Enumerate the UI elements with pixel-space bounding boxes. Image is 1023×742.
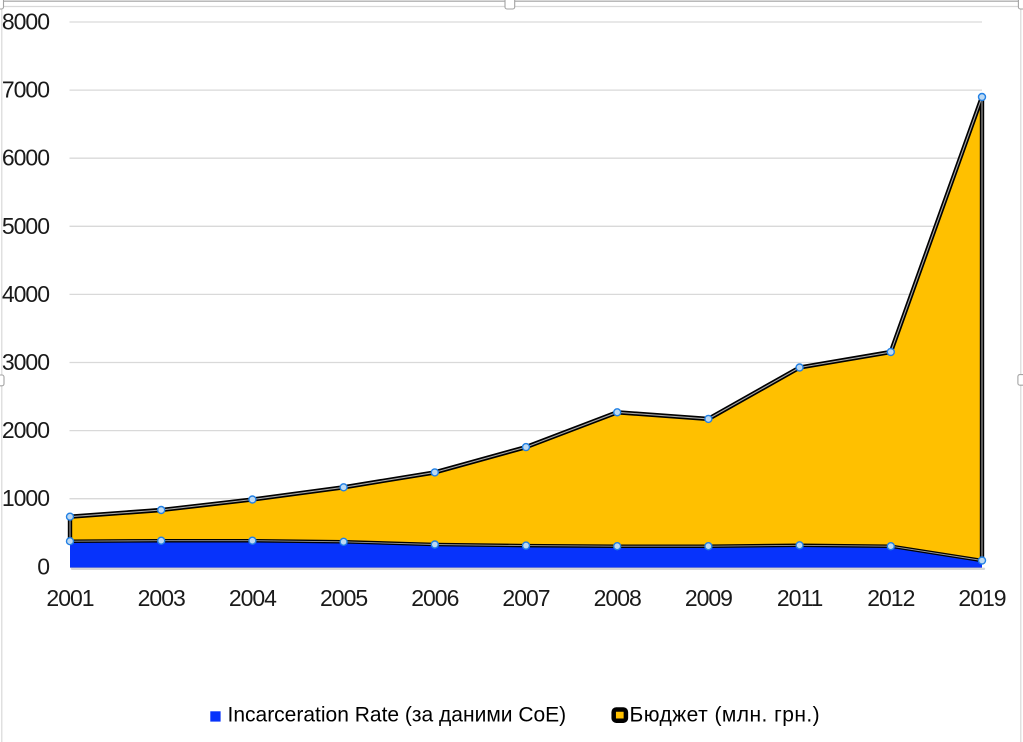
svg-text:2001: 2001 <box>46 585 93 611</box>
svg-text:2012: 2012 <box>867 585 914 611</box>
svg-text:Бюджет (млн. грн.): Бюджет (млн. грн.) <box>630 704 821 727</box>
svg-text:7000: 7000 <box>2 77 49 103</box>
svg-text:8000: 8000 <box>2 9 49 35</box>
svg-text:2000: 2000 <box>2 417 49 443</box>
svg-text:2011: 2011 <box>777 585 823 611</box>
svg-text:1000: 1000 <box>2 485 49 511</box>
svg-text:6000: 6000 <box>2 145 49 171</box>
svg-text:2009: 2009 <box>685 585 732 611</box>
svg-text:0: 0 <box>37 553 49 579</box>
svg-text:2019: 2019 <box>958 585 1005 611</box>
svg-text:2006: 2006 <box>411 585 458 611</box>
svg-text:2004: 2004 <box>229 585 277 611</box>
svg-text:2008: 2008 <box>594 585 641 611</box>
svg-text:5000: 5000 <box>2 213 49 239</box>
svg-text:2003: 2003 <box>138 585 185 611</box>
svg-text:3000: 3000 <box>2 349 49 375</box>
svg-text:2005: 2005 <box>320 585 367 611</box>
svg-text:Incarceration Rate (за даними: Incarceration Rate (за даними CoE) <box>228 704 567 727</box>
svg-text:2007: 2007 <box>502 585 549 611</box>
svg-text:4000: 4000 <box>2 281 49 307</box>
